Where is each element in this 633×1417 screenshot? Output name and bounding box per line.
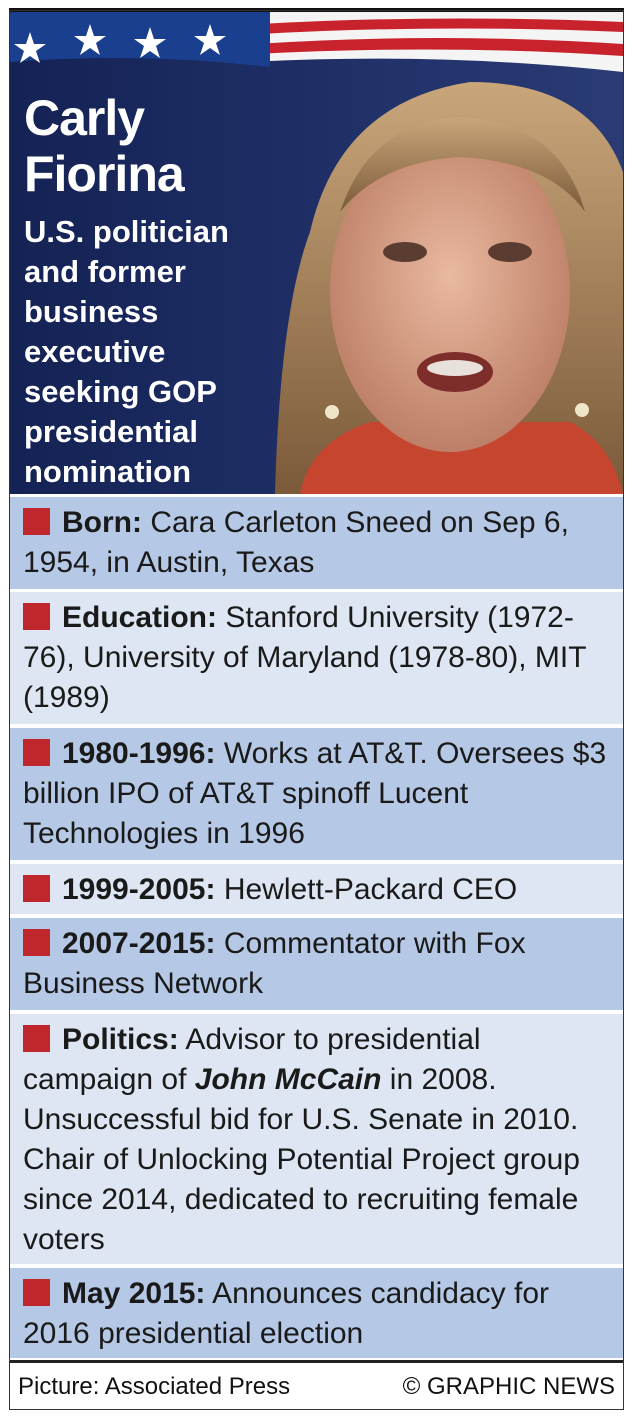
fact-row: Politics: Advisor to presidential campai… (10, 1014, 623, 1264)
fact-emphasis: John McCain (194, 1063, 382, 1096)
fact-label: Born: (62, 506, 142, 539)
fact-label: 1980-1996: (62, 737, 216, 770)
person-name: Carly Fiorina (24, 90, 185, 202)
fact-label: 1999-2005: (62, 873, 216, 906)
fact-text: Announces candidacy for 2016 presidentia… (23, 1277, 550, 1350)
footer: Picture: Associated Press © GRAPHIC NEWS (10, 1360, 623, 1411)
person-description: U.S. politician and former business exec… (24, 214, 229, 489)
fact-text: Hewlett-Packard CEO (223, 873, 518, 906)
fact-text: Cara Carleton Sneed on Sep 6, 1954, in A… (23, 506, 569, 579)
header-art (10, 12, 623, 494)
fact-text: Commentator with Fox Business Network (23, 927, 526, 1000)
copyright: © GRAPHIC NEWS (402, 1373, 615, 1400)
fact-row: Education: Stanford University (1972-76)… (10, 592, 623, 724)
fact-row: 1999-2005: Hewlett-Packard CEO (10, 864, 623, 914)
fact-row: 1980-1996: Works at AT&T. Oversees $3 bi… (10, 728, 623, 860)
fact-text: Works at AT&T. Oversees $3 billion IPO o… (23, 737, 607, 850)
fact-text: Stanford University (1972-76), Universit… (23, 601, 586, 714)
fact-row: Born: Cara Carleton Sneed on Sep 6, 1954… (10, 497, 623, 589)
fact-label: May 2015: (62, 1277, 206, 1310)
fact-text: in 2008. Unsuccessful bid for U.S. Senat… (23, 1063, 580, 1256)
fact-text: Advisor to presidential campaign of (23, 1023, 481, 1096)
header: Carly Fiorina U.S. politician and former… (10, 12, 623, 494)
fact-label: 2007-2015: (62, 927, 216, 960)
fact-row: 2007-2015: Commentator with Fox Business… (10, 918, 623, 1010)
fact-row: May 2015: Announces candidacy for 2016 p… (10, 1268, 623, 1358)
fact-label: Politics: (62, 1023, 179, 1056)
fact-label: Education: (62, 601, 217, 634)
top-rule (9, 8, 624, 14)
picture-credit: Picture: Associated Press (18, 1373, 291, 1400)
